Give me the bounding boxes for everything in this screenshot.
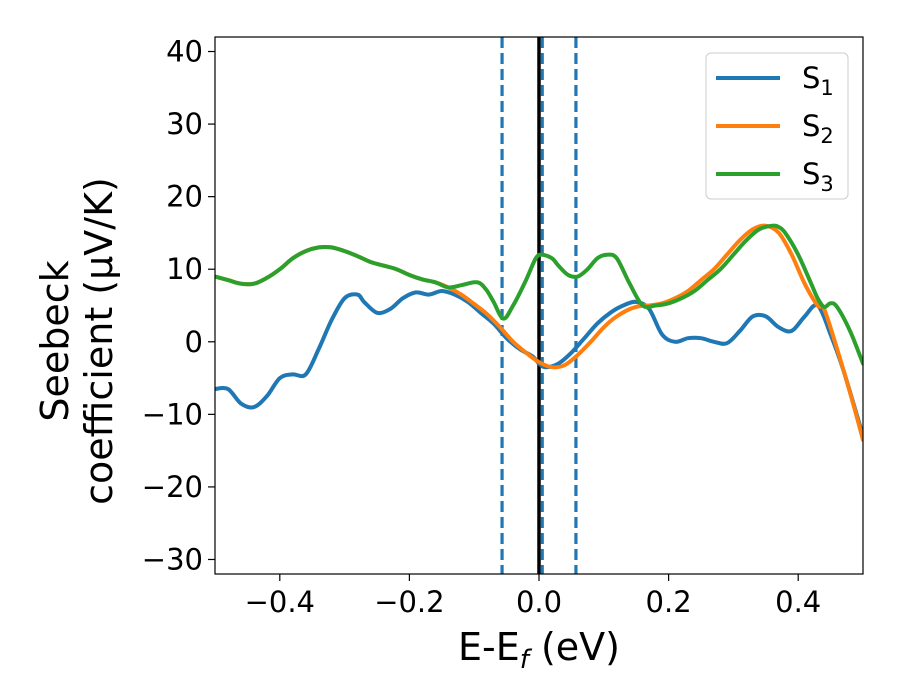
x-tick-label: −0.4 <box>245 585 315 619</box>
legend: S1 S2 S3 <box>705 52 849 200</box>
y-tick-label: −30 <box>142 542 203 576</box>
x-axis-label: E-Ef (eV) <box>458 625 620 675</box>
y-axis-label-line1: Seebeck <box>33 260 77 421</box>
x-tick-label: 0.0 <box>516 585 562 619</box>
x-tick-label: −0.2 <box>374 585 444 619</box>
series-line-s3 <box>215 223 863 366</box>
x-axis-label-main: E-E <box>458 625 520 669</box>
y-tick-label: −10 <box>142 397 203 431</box>
y-tick-label: 20 <box>166 180 203 214</box>
legend-label-s3: S3 <box>802 157 834 196</box>
y-tick-label: 10 <box>166 252 203 286</box>
y-axis-label: Seebeck coefficient (μV/K) <box>33 177 121 505</box>
y-tick-label: 30 <box>166 107 203 141</box>
reference-lines <box>500 37 578 574</box>
series-lines <box>215 223 863 442</box>
x-tick-label: 0.4 <box>775 585 821 619</box>
y-tick-label: 40 <box>166 35 203 69</box>
legend-entries: S1 S2 S3 <box>716 61 834 196</box>
y-tick-label: 0 <box>185 325 203 359</box>
axis-ticks: −0.4 −0.2 0.0 0.2 0.4 −30 −20 −10 0 10 20 30 40 <box>142 35 821 619</box>
legend-label-s2: S2 <box>802 109 834 148</box>
x-axis-label-unit: (eV) <box>529 625 620 669</box>
y-axis-label-line2: coefficient (μV/K) <box>77 177 121 505</box>
x-tick-label: 0.2 <box>646 585 692 619</box>
y-tick-label: −20 <box>142 470 203 504</box>
legend-label-s1: S1 <box>802 61 834 100</box>
